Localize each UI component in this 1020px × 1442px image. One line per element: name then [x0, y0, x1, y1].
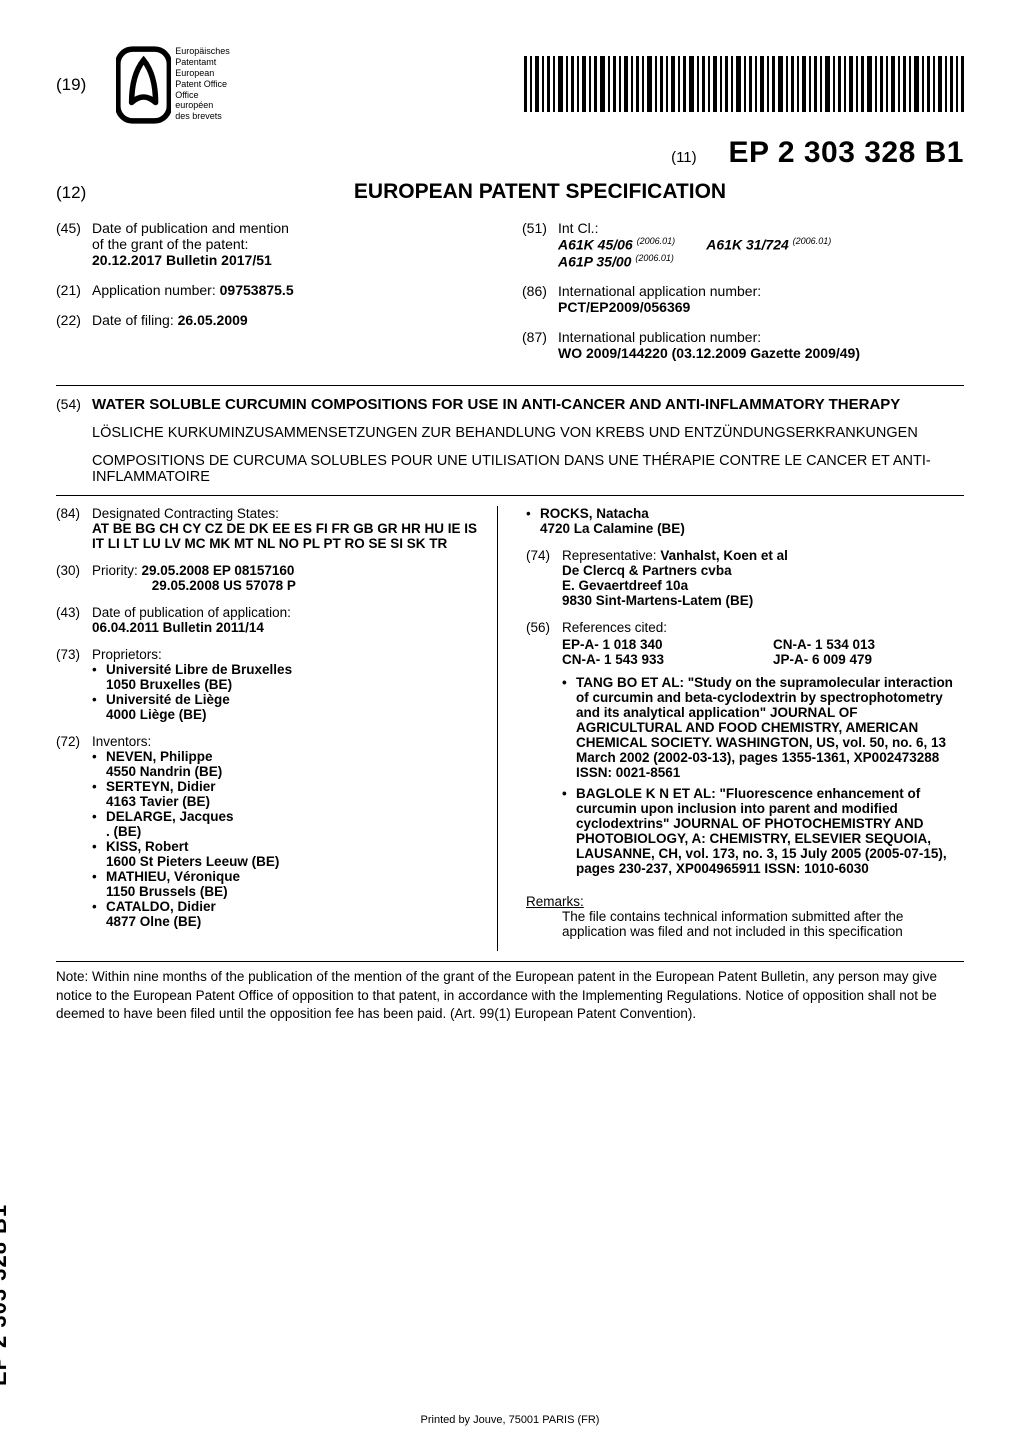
cited-patent: EP-A- 1 018 340 [562, 637, 753, 652]
office-line: Office européen [175, 91, 234, 111]
ipc-code: A61K 31/724 [706, 237, 789, 253]
priority-2: 29.05.2008 US 57078 P [152, 578, 296, 593]
label-72: (72) [56, 734, 92, 929]
inventor-addr: 4163 Tavier (BE) [106, 794, 210, 809]
f86-line1: International application number: [558, 283, 761, 299]
inventor-addr: 4720 La Calamine (BE) [540, 521, 685, 536]
cited-npl: TANG BO ET AL: "Study on the supramolecu… [562, 675, 964, 780]
inventor-addr: 4550 Nandrin (BE) [106, 764, 222, 779]
document-type: EUROPEAN PATENT SPECIFICATION [116, 180, 964, 204]
f45-line2: of the grant of the patent: [92, 236, 248, 252]
f30-text: Priority: [92, 563, 138, 578]
title-fr: COMPOSITIONS DE CURCUMA SOLUBLES POUR UN… [92, 453, 964, 485]
cited-npl: BAGLOLE K N ET AL: "Fluorescence enhance… [562, 786, 964, 876]
divider [56, 385, 964, 386]
ipc-code: A61K 45/06 [558, 237, 633, 253]
title-de: LÖSLICHE KURKUMINZUSAMMENSETZUNGEN ZUR B… [92, 425, 964, 441]
label-51: (51) [522, 220, 558, 269]
f45-line1: Date of publication and mention [92, 220, 289, 236]
f43-line1: Date of publication of application: [92, 605, 291, 620]
epo-logo: Europäisches Patentamt European Patent O… [116, 40, 234, 130]
spine-number: EP 2 303 328 B1 [0, 1204, 12, 1386]
epo-logo-svg [116, 44, 171, 126]
f87-line1: International publication number: [558, 329, 761, 345]
office-line: Europäisches [175, 47, 234, 57]
rep-line: De Clercq & Partners cvba [562, 563, 732, 578]
application-number: 09753875.5 [220, 282, 294, 298]
priority-1: 29.05.2008 EP 08157160 [142, 563, 295, 578]
label-12: (12) [56, 183, 116, 203]
label-84: (84) [56, 506, 92, 551]
office-line: des brevets [175, 112, 234, 122]
inventor-name: CATALDO, Didier [106, 899, 216, 914]
inventor-name: MATHIEU, Véronique [106, 869, 240, 884]
designated-states: AT BE BG CH CY CZ DE DK EE ES FI FR GB G… [92, 521, 477, 551]
inventor-name: DELARGE, Jacques [106, 809, 234, 824]
proprietor-addr: 1050 Bruxelles (BE) [106, 677, 232, 692]
inventor-addr: 4877 Olne (BE) [106, 914, 201, 929]
f45-bold: 20.12.2017 Bulletin 2017/51 [92, 252, 272, 268]
rep-line: E. Gevaertdreef 10a [562, 578, 688, 593]
title-en: WATER SOLUBLE CURCUMIN COMPOSITIONS FOR … [92, 396, 964, 413]
f73-text: Proprietors: [92, 647, 162, 662]
ipc-version: (2006.01) [793, 236, 832, 246]
label-11: (11) [671, 149, 697, 166]
wo-number: WO 2009/144220 (03.12.2009 Gazette 2009/… [558, 345, 860, 361]
proprietor-addr: 4000 Liège (BE) [106, 707, 207, 722]
office-line: Patentamt [175, 58, 234, 68]
pct-number: PCT/EP2009/056369 [558, 299, 690, 315]
opposition-note: Note: Within nine months of the publicat… [56, 961, 964, 1023]
label-87: (87) [522, 329, 558, 361]
remarks-label: Remarks: [526, 894, 584, 909]
f43-bold: 06.04.2011 Bulletin 2011/14 [92, 620, 264, 635]
filing-date: 26.05.2009 [178, 312, 248, 328]
f22-text: Date of filing: [92, 312, 174, 328]
office-line: European [175, 69, 234, 79]
inventor-addr: . (BE) [106, 824, 141, 839]
f56-text: References cited: [562, 620, 667, 635]
inventor-name: ROCKS, Natacha [540, 506, 649, 521]
inventor-addr: 1150 Brussels (BE) [106, 884, 228, 899]
f84-text: Designated Contracting States: [92, 506, 279, 521]
publication-number: EP 2 303 328 B1 [729, 136, 964, 169]
f21-text: Application number: [92, 282, 216, 298]
label-56: (56) [526, 620, 562, 882]
cited-patent: JP-A- 6 009 479 [773, 652, 964, 667]
ipc-version: (2006.01) [637, 236, 676, 246]
inventor-name: SERTEYN, Didier [106, 779, 216, 794]
label-45: (45) [56, 220, 92, 268]
label-73: (73) [56, 647, 92, 722]
ipc-code: A61P 35/00 [558, 253, 631, 269]
f72-text: Inventors: [92, 734, 151, 749]
remarks-text: The file contains technical information … [562, 909, 964, 939]
proprietor-name: Université Libre de Bruxelles [106, 662, 292, 677]
rep-line: 9830 Sint-Martens-Latem (BE) [562, 593, 753, 608]
divider [56, 495, 964, 496]
label-22: (22) [56, 312, 92, 328]
cited-patent: CN-A- 1 534 013 [773, 637, 964, 652]
cited-patent: CN-A- 1 543 933 [562, 652, 753, 667]
inventor-addr: 1600 St Pieters Leeuw (BE) [106, 854, 279, 869]
label-74: (74) [526, 548, 562, 608]
label-21: (21) [56, 282, 92, 298]
label-86: (86) [522, 283, 558, 315]
ipc-version: (2006.01) [635, 253, 674, 263]
label-43: (43) [56, 605, 92, 635]
inventor-name: NEVEN, Philippe [106, 749, 213, 764]
f74-text: Representative: [562, 548, 657, 563]
label-19: (19) [56, 75, 116, 95]
rep-name: Vanhalst, Koen et al [660, 548, 788, 563]
label-54: (54) [56, 396, 92, 413]
proprietor-name: Université de Liège [106, 692, 230, 707]
label-30: (30) [56, 563, 92, 593]
inventor-name: KISS, Robert [106, 839, 189, 854]
printer-line: Printed by Jouve, 75001 PARIS (FR) [0, 1414, 1020, 1426]
office-line: Patent Office [175, 80, 234, 90]
f51-text: Int Cl.: [558, 220, 598, 236]
barcode [524, 56, 964, 112]
